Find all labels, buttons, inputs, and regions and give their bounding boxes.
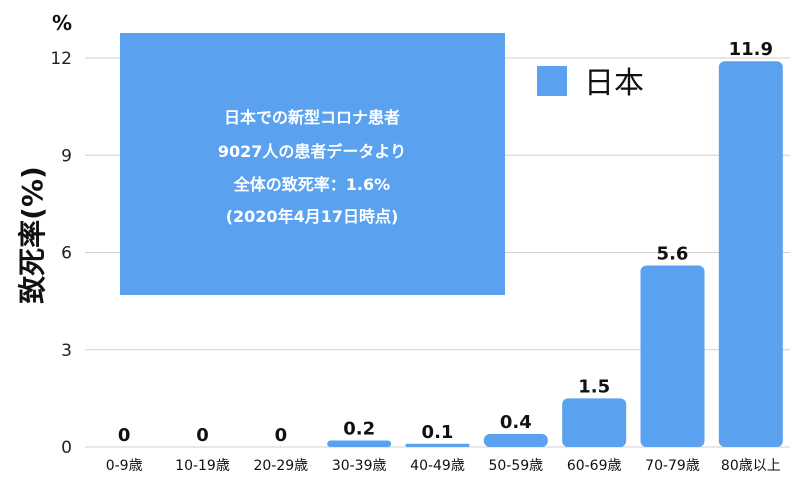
x-tick-label: 80歳以上 (721, 458, 781, 474)
y-tick-label: 0 (61, 438, 72, 458)
data-label: 0 (118, 425, 131, 446)
data-label: 5.6 (657, 243, 689, 264)
x-tick-label: 50-59歳 (488, 458, 543, 474)
annotation-line: 9027人の患者データより (218, 142, 406, 161)
legend-label: 日本 (584, 66, 644, 101)
annotation-line: 日本での新型コロナ患者 (224, 108, 400, 127)
x-tick-label: 60-69歳 (567, 458, 622, 474)
x-tick-label: 70-79歳 (645, 458, 700, 474)
data-labels: 0 0 0 0.2 0.1 0.4 1.5 5.6 11.9 (118, 39, 773, 446)
bar (718, 61, 783, 447)
y-tick-label: 9 (61, 146, 72, 166)
data-label: 0.2 (343, 419, 375, 440)
x-tick-label: 0-9歳 (106, 458, 143, 474)
data-label: 1.5 (578, 376, 610, 397)
y-axis-title: 致死率(%) (16, 166, 49, 304)
data-label: 11.9 (729, 39, 773, 60)
annotation-line: (2020年4月17日時点) (226, 207, 399, 226)
y-unit-label: % (52, 11, 72, 35)
y-tick-label: 6 (61, 244, 72, 264)
bars (327, 61, 783, 447)
legend-swatch (537, 66, 567, 96)
x-tick-label: 30-39歳 (332, 458, 387, 474)
data-label: 0 (275, 425, 288, 446)
legend: 日本 (537, 66, 644, 101)
data-label: 0 (196, 425, 209, 446)
y-tick-labels: 0 3 6 9 12 (50, 49, 72, 458)
annotation-line: 全体の致死率：1.6% (233, 175, 390, 194)
bar (483, 434, 548, 447)
x-tick-labels: 0-9歳 10-19歳 20-29歳 30-39歳 40-49歳 50-59歳 60-69歳… (106, 458, 781, 474)
bar (327, 440, 392, 447)
bar (405, 443, 470, 447)
data-label: 0.4 (500, 412, 532, 433)
annotation-background (120, 33, 505, 295)
x-tick-label: 20-29歳 (253, 458, 308, 474)
x-tick-label: 10-19歳 (175, 458, 230, 474)
y-tick-label: 3 (61, 341, 72, 361)
y-tick-label: 12 (50, 49, 72, 69)
data-label: 0.1 (422, 422, 454, 443)
bar (640, 265, 705, 447)
x-tick-label: 40-49歳 (410, 458, 465, 474)
annotation-box: 日本での新型コロナ患者 9027人の患者データより 全体の致死率：1.6% (2… (120, 33, 505, 295)
bar (562, 398, 627, 447)
